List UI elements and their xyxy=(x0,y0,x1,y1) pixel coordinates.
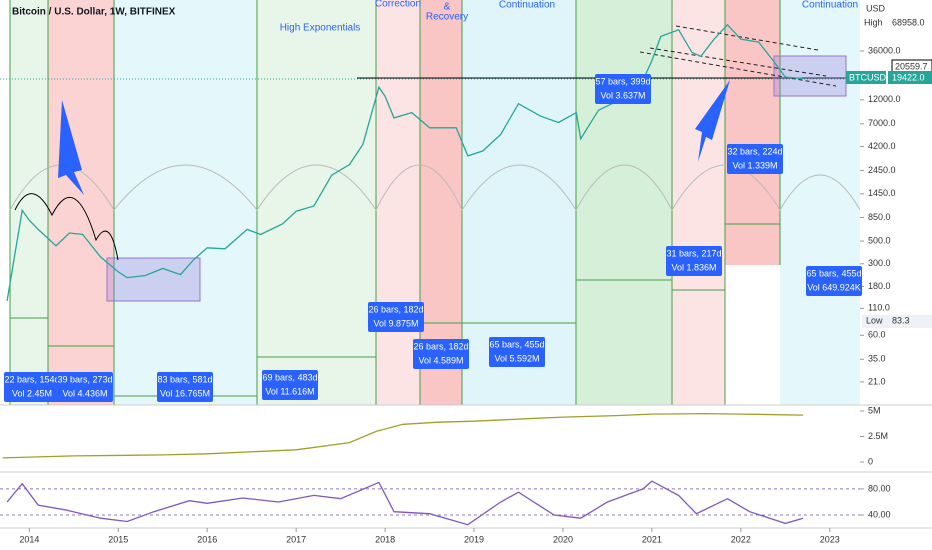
y-tick-label: 60.0 xyxy=(868,330,886,340)
y-tick-label: 40.00 xyxy=(868,509,891,519)
x-tick-label: 2020 xyxy=(553,534,573,544)
phase-label: Correction xyxy=(375,0,421,10)
y-tick-label: 180.0 xyxy=(868,281,891,291)
phase-label: High Exponentials xyxy=(280,23,361,34)
y-tick-label: 36000.0 xyxy=(868,45,901,55)
low-value: 83.3 xyxy=(892,315,910,325)
note-text: Vol 2.45M xyxy=(12,388,52,398)
x-tick-label: 2016 xyxy=(197,534,217,544)
last-box xyxy=(888,71,932,84)
note-box xyxy=(595,74,651,104)
note-box xyxy=(489,337,545,367)
low-box xyxy=(862,315,932,328)
note-box xyxy=(413,339,469,369)
note-box xyxy=(57,372,113,402)
y-tick-label: 12000.0 xyxy=(868,94,901,104)
high-value: 68958.0 xyxy=(892,17,925,27)
high-label: High xyxy=(864,17,883,27)
arc-drawing xyxy=(14,193,119,261)
note-text: 26 bars, 182d xyxy=(368,304,423,314)
note-text: Vol 4.589M xyxy=(418,355,463,365)
note-box xyxy=(727,144,783,174)
note-text: Vol 16.765M xyxy=(160,388,210,398)
y-tick-label: 7000.0 xyxy=(868,118,896,128)
price-axis-bg xyxy=(860,0,932,550)
x-tick-label: 2019 xyxy=(464,534,484,544)
note-text: Vol 4.436M xyxy=(62,388,107,398)
phase-label: Continuation xyxy=(802,0,858,11)
x-tick-label: 2014 xyxy=(19,534,39,544)
note-text: 31 bars, 217d xyxy=(666,248,721,258)
y-tick-label: 1450.0 xyxy=(868,188,896,198)
y-tick-label: 35.0 xyxy=(868,354,886,364)
series-line xyxy=(6,480,804,526)
y-tick-label: 0 xyxy=(868,456,873,466)
series-line xyxy=(6,23,804,302)
arrow xyxy=(58,100,84,195)
note-text: 39 bars, 273d xyxy=(57,374,112,384)
note-text: Vol 5.592M xyxy=(494,353,539,363)
phase-label: Continuation xyxy=(499,0,555,11)
channel xyxy=(639,25,837,87)
note-text: Vol 1.339M xyxy=(732,160,777,170)
note-text: 22 bars, 154d xyxy=(4,374,59,384)
y-tick-label: 300.0 xyxy=(868,258,891,268)
arrow xyxy=(695,80,730,162)
note-text: 69 bars, 483d xyxy=(262,372,317,382)
symbol-box xyxy=(846,71,886,84)
y-tick-label: 2.5M xyxy=(868,431,888,441)
note-text: Vol 3.637M xyxy=(600,90,645,100)
note-text: 26 bars, 182d xyxy=(413,341,468,351)
note-text: Vol 649.924K xyxy=(807,282,861,292)
x-tick-label: 2017 xyxy=(286,534,306,544)
range-box xyxy=(106,257,201,302)
phase-bands xyxy=(10,0,860,405)
note-box xyxy=(157,372,213,402)
note-text: Vol 9.875M xyxy=(373,318,418,328)
y-tick-label: 500.0 xyxy=(868,235,891,245)
low-label: Low xyxy=(866,315,883,325)
x-tick-label: 2021 xyxy=(642,534,662,544)
note-box xyxy=(262,370,318,400)
phase-label: & xyxy=(444,2,451,13)
y-tick-label: 110.0 xyxy=(868,303,890,313)
last-value: 19422.0 xyxy=(892,72,925,82)
y-tick-label: 80.00 xyxy=(868,483,891,493)
note-text: Vol 11.616M xyxy=(265,386,314,396)
phase-label: Recovery xyxy=(426,12,468,23)
y-tick-label: 5M xyxy=(868,405,881,415)
currency: USD xyxy=(866,3,886,13)
note-box xyxy=(666,246,722,276)
mark-value: 20559.7 xyxy=(895,61,928,71)
x-tick-label: 2018 xyxy=(375,534,395,544)
y-tick-label: 21.0 xyxy=(868,376,886,386)
note-text: 83 bars, 581d xyxy=(157,374,212,384)
note-text: Vol 1.836M xyxy=(671,262,716,272)
x-tick-label: 2022 xyxy=(731,534,751,544)
note-box xyxy=(368,302,424,332)
note-text: 57 bars, 399d xyxy=(595,76,650,86)
series-line xyxy=(2,412,804,459)
note-text: 65 bars, 455d xyxy=(806,268,861,278)
symbol: BTCUSD xyxy=(849,72,887,82)
y-tick-label: 2450.0 xyxy=(868,165,896,175)
note-text: 65 bars, 455d xyxy=(489,339,544,349)
y-tick-label: 4200.0 xyxy=(868,141,896,151)
note-text: 32 bars, 224d xyxy=(727,146,782,156)
note-box xyxy=(4,372,60,402)
x-tick-label: 2015 xyxy=(108,534,128,544)
symbol-title: Bitcoin / U.S. Dollar, 1W, BITFINEX xyxy=(12,7,176,18)
note-box xyxy=(806,266,862,296)
x-tick-label: 2023 xyxy=(820,534,840,544)
y-tick-label: 850.0 xyxy=(868,212,891,222)
